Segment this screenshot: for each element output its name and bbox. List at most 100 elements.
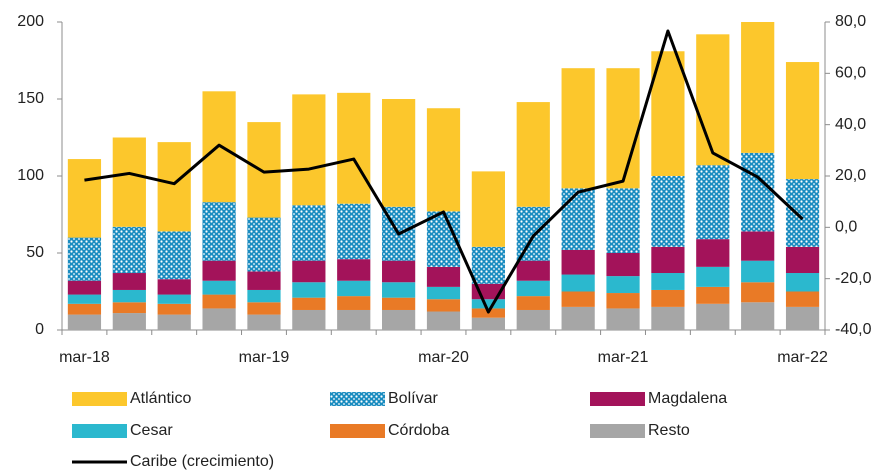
- y2-tick-label: -40,0: [835, 321, 872, 338]
- bar-segment: [202, 280, 236, 295]
- bar-segment: [471, 171, 505, 247]
- bar-segment: [471, 299, 505, 309]
- bar-segment: [337, 296, 371, 310]
- bar-segment: [247, 217, 281, 272]
- y2-tick-label: 20,0: [835, 167, 866, 184]
- bar-segment: [606, 188, 640, 253]
- x-tick-label: mar-20: [418, 349, 469, 366]
- bar-segment: [337, 280, 371, 297]
- legend-label: Magdalena: [648, 390, 727, 407]
- bar-segment: [696, 286, 730, 304]
- bar-segment: [382, 282, 416, 298]
- bar-segment: [696, 34, 730, 166]
- bar-segment: [382, 260, 416, 283]
- y2-tick-label: 40,0: [835, 116, 866, 133]
- x-tick-label: mar-21: [598, 349, 649, 366]
- bar-segment: [651, 273, 685, 290]
- bar-segment: [741, 22, 775, 153]
- bar-segment: [561, 306, 595, 330]
- bar-segment: [785, 179, 820, 247]
- bar-segment: [785, 246, 820, 274]
- bar-segment: [337, 203, 371, 260]
- bar-segment: [112, 302, 146, 314]
- bar-segment: [247, 314, 281, 330]
- bar-segment: [651, 176, 685, 247]
- bar-segment: [67, 314, 102, 330]
- bar-segment: [696, 266, 730, 287]
- bar-segment: [651, 246, 685, 274]
- bar-segment: [202, 294, 236, 309]
- bar-segment: [112, 226, 146, 274]
- bar-segment: [606, 308, 640, 330]
- bar-segment: [247, 271, 281, 290]
- bar-segment: [561, 291, 595, 307]
- bar-segment: [292, 94, 326, 206]
- y-tick-label: 0: [35, 321, 44, 338]
- bar-segment: [561, 68, 595, 189]
- bar-segment: [741, 260, 775, 283]
- bar-segment: [157, 231, 191, 280]
- bar-segment: [292, 260, 326, 283]
- bar-segment: [337, 259, 371, 281]
- bar-segment: [741, 152, 775, 232]
- bar-segment: [471, 317, 505, 330]
- bar-segment: [337, 309, 371, 330]
- y2-tick-label: 80,0: [835, 13, 866, 30]
- y-tick-label: 100: [17, 167, 44, 184]
- x-tick-label: mar-18: [59, 349, 110, 366]
- legend-label: Atlántico: [130, 390, 191, 407]
- y-tick-label: 150: [17, 90, 44, 107]
- bar-segment: [67, 159, 102, 238]
- y2-tick-label: 60,0: [835, 65, 866, 82]
- bar-segment: [67, 303, 102, 315]
- bar-segment: [292, 297, 326, 310]
- bar-segment: [696, 165, 730, 240]
- x-tick-label: mar-19: [239, 349, 290, 366]
- bar-segment: [67, 280, 102, 295]
- legend-swatch: [72, 424, 127, 438]
- legend-label: Córdoba: [388, 422, 449, 439]
- bar-segment: [67, 294, 102, 304]
- y-tick-label: 200: [17, 13, 44, 30]
- bar-segment: [516, 260, 550, 281]
- legend-swatch: [330, 392, 385, 406]
- bar-segment: [202, 202, 236, 261]
- bar-segment: [785, 62, 820, 180]
- bar-segment: [651, 306, 685, 330]
- bar-segment: [382, 99, 416, 207]
- legend-label: Bolívar: [388, 390, 438, 407]
- bar-segment: [561, 249, 595, 275]
- bar-segment: [426, 108, 461, 212]
- bar-segment: [516, 280, 550, 297]
- bar-segment: [112, 289, 146, 303]
- legend-label: Cesar: [130, 422, 173, 439]
- legend-swatch: [590, 424, 645, 438]
- bar-segment: [785, 273, 820, 292]
- bar-segment: [382, 297, 416, 310]
- bar-segment: [516, 309, 550, 330]
- x-tick-label: mar-22: [777, 349, 828, 366]
- bar-segment: [561, 274, 595, 292]
- bar-segment: [337, 92, 371, 204]
- y2-tick-label: -20,0: [835, 270, 872, 287]
- bar-segment: [292, 282, 326, 298]
- bar-segment: [426, 266, 461, 287]
- bar-segment: [696, 303, 730, 330]
- bar-segment: [606, 276, 640, 294]
- bar-segment: [292, 205, 326, 261]
- legend-label: Resto: [648, 422, 690, 439]
- bar-segment: [157, 303, 191, 315]
- bar-segment: [606, 68, 640, 189]
- bar-segment: [382, 309, 416, 330]
- bar-segment: [67, 237, 102, 281]
- bar-segment: [157, 279, 191, 295]
- bar-segment: [157, 314, 191, 330]
- bar-segment: [785, 306, 820, 330]
- bar-segment: [561, 188, 595, 250]
- bar-segment: [651, 289, 685, 307]
- bar-segment: [426, 286, 461, 300]
- bar-segment: [202, 260, 236, 281]
- bar-segment: [426, 299, 461, 312]
- bar-segment: [471, 246, 505, 284]
- bar-segment: [741, 282, 775, 303]
